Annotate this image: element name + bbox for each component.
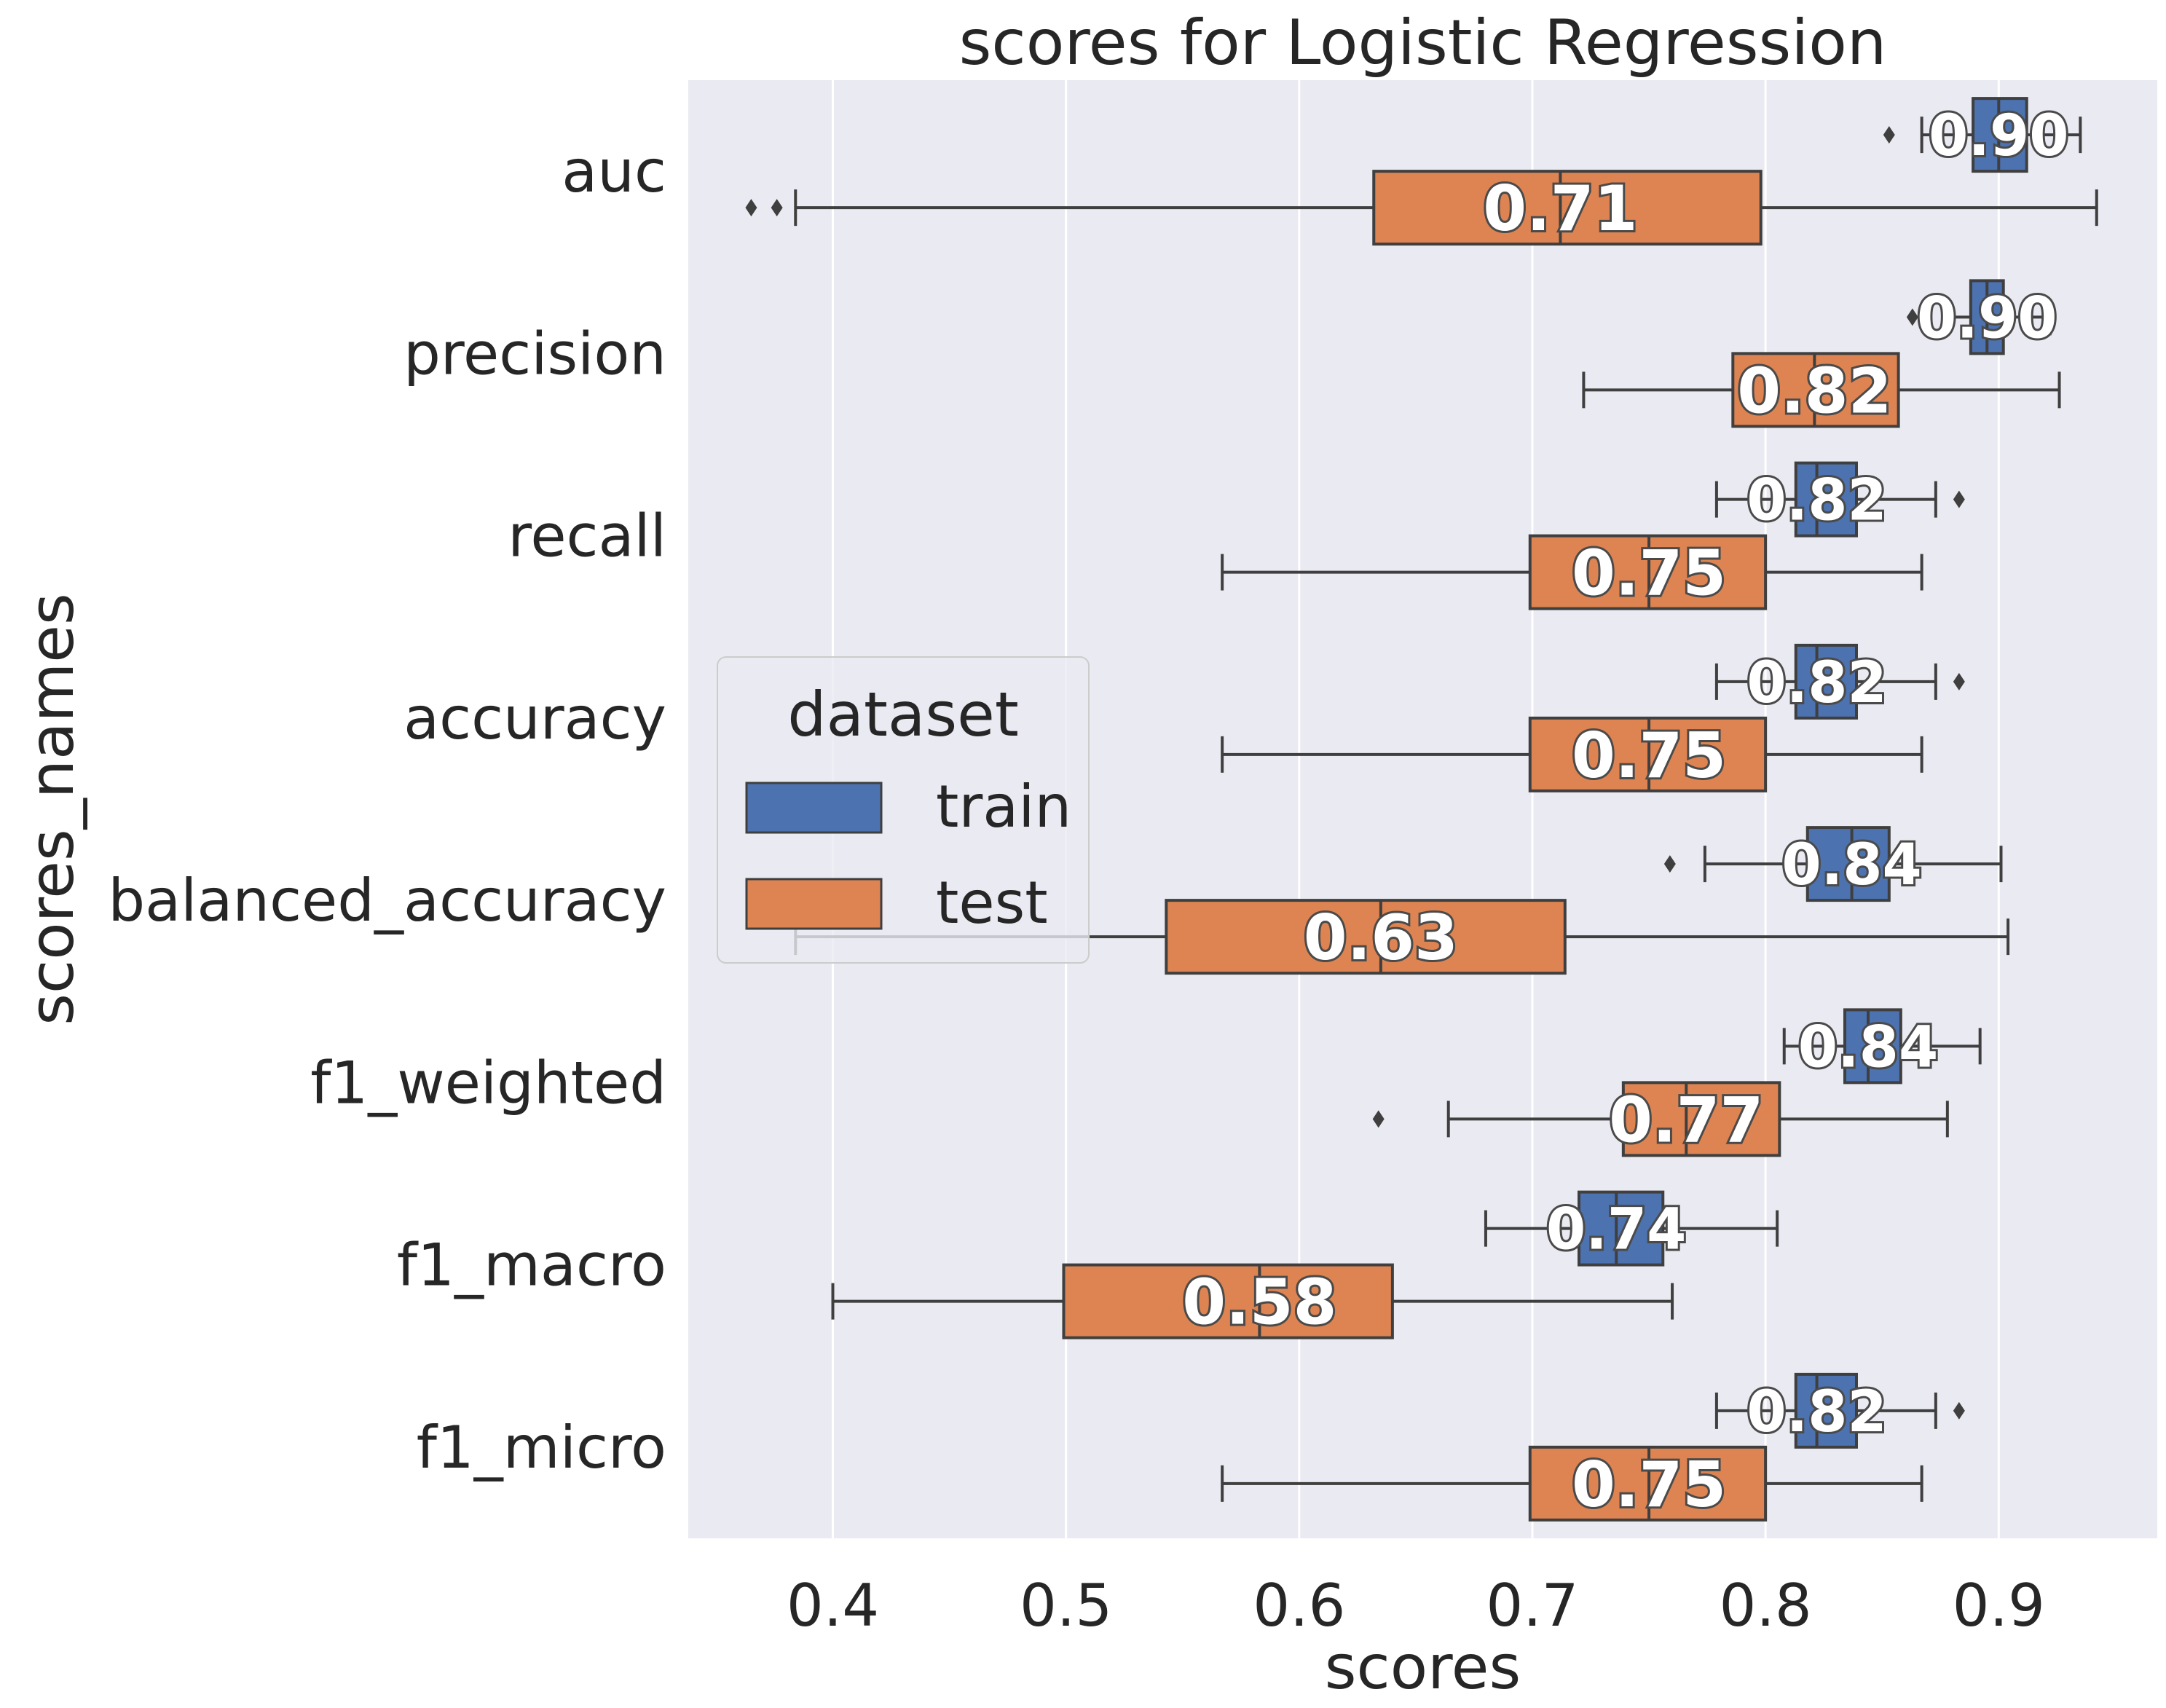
box-group — [745, 97, 2098, 1522]
box-iqr — [1621, 1081, 1781, 1157]
x-tick-labels: 0.4 0.5 0.6 0.7 0.8 0.9 — [787, 1572, 2045, 1640]
x-tick-label: 0.4 — [787, 1572, 879, 1640]
outlier-marker — [1953, 672, 1965, 690]
box-train — [1906, 279, 2052, 355]
median-label: 0.75 — [1572, 1449, 1726, 1522]
box-iqr — [1062, 1263, 1394, 1339]
median-label: 0.71 — [1483, 173, 1637, 245]
y-tick-label: auc — [562, 138, 666, 205]
legend-title: dataset — [787, 679, 1019, 750]
box-train — [1883, 97, 2082, 173]
y-tick-label: f1_weighted — [310, 1049, 666, 1117]
legend-swatch-train — [745, 782, 883, 834]
chart-title: scores for Logistic Regression — [959, 7, 1887, 79]
box-train — [1484, 1190, 1779, 1267]
median-label-group: 0.90 0.71 0.90 0.82 0.82 0.75 0.82 0.75 0.84 0.63… — [1180, 101, 2071, 1524]
outlier-marker — [745, 199, 757, 217]
median-label: 0.84 — [1781, 833, 1921, 898]
box-train — [1714, 461, 1965, 538]
y-axis-label: scores_names — [16, 593, 87, 1025]
outlier-marker — [771, 199, 783, 217]
legend: dataset train test — [717, 656, 1090, 964]
median-label: 0.58 — [1182, 1267, 1336, 1339]
box-iqr — [1578, 1190, 1665, 1267]
box-iqr — [1794, 1372, 1858, 1449]
median-label: 0.63 — [1304, 902, 1458, 975]
box-iqr — [1372, 170, 1763, 246]
box-train — [1663, 826, 2003, 902]
box-test — [831, 1263, 1674, 1339]
median-label: 0.82 — [1737, 355, 1891, 428]
outlier-marker — [1953, 490, 1965, 508]
legend-label-train: train — [936, 773, 1071, 841]
x-tick-label: 0.7 — [1486, 1572, 1578, 1640]
legend-label-test: test — [936, 869, 1048, 937]
box-train — [1714, 1372, 1965, 1449]
box-iqr — [1794, 643, 1858, 720]
median-label: 0.90 — [1917, 286, 2057, 351]
x-tick-label: 0.9 — [1953, 1572, 2045, 1640]
box-test — [1221, 716, 1923, 792]
x-tick-label: 0.6 — [1253, 1572, 1345, 1640]
median-label: 0.82 — [1746, 468, 1886, 534]
y-tick-label: recall — [508, 503, 666, 570]
x-tick-label: 0.5 — [1020, 1572, 1112, 1640]
median-label: 0.82 — [1746, 1380, 1886, 1445]
median-label: 0.82 — [1746, 650, 1886, 716]
x-axis-label: scores — [1325, 1632, 1521, 1703]
median-label: 0.84 — [1798, 1015, 1938, 1080]
y-tick-label: accuracy — [403, 685, 666, 752]
y-tick-labels: auc precision recall accuracy balanced_accur… — [108, 138, 666, 1481]
box-iqr — [1843, 1008, 1902, 1085]
median-label: 0.75 — [1572, 720, 1726, 792]
box-iqr — [1794, 461, 1858, 538]
box-test — [794, 899, 2010, 975]
box-test — [1582, 352, 2061, 428]
median-label: 0.90 — [1929, 103, 2068, 169]
outlier-marker — [1372, 1110, 1385, 1128]
box-iqr — [1805, 826, 1891, 902]
legend-entries: train test — [745, 773, 1071, 937]
y-tick-label: f1_micro — [417, 1414, 666, 1481]
legend-swatch-test — [745, 878, 883, 930]
box-test — [1221, 534, 1923, 610]
outlier-marker — [1953, 1401, 1965, 1420]
box-iqr — [1165, 899, 1567, 975]
median-label: 0.75 — [1572, 538, 1726, 610]
outlier-marker — [1906, 308, 1918, 326]
outlier-marker — [1883, 126, 1895, 144]
box-train — [1782, 1008, 1982, 1085]
y-tick-label: precision — [403, 320, 666, 387]
box-test — [745, 170, 2098, 246]
box-test — [1372, 1081, 1949, 1157]
y-tick-label: f1_macro — [397, 1232, 666, 1299]
x-tick-label: 0.8 — [1720, 1572, 1812, 1640]
median-label: 0.74 — [1546, 1197, 1686, 1263]
median-label: 0.77 — [1609, 1084, 1763, 1157]
y-tick-label: balanced_accuracy — [108, 867, 666, 934]
box-test — [1221, 1445, 1923, 1522]
outlier-marker — [1663, 855, 1676, 873]
box-train — [1714, 643, 1965, 720]
